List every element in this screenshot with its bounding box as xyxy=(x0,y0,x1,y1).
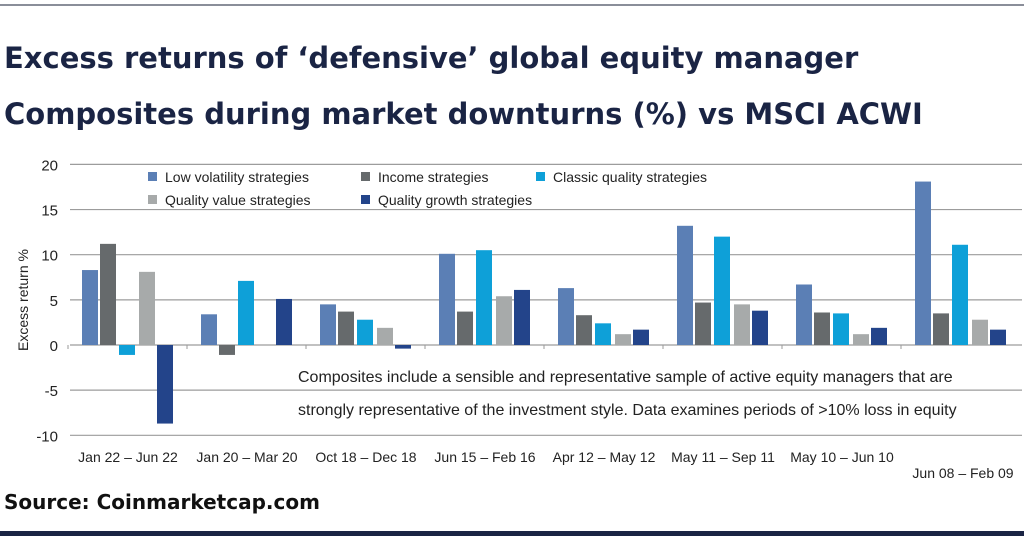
legend-label: Quality growth strategies xyxy=(378,192,532,208)
bar-1-5 xyxy=(695,302,711,345)
x-tick-label: Jan 22 – Jun 22 xyxy=(78,449,178,465)
legend-swatch xyxy=(148,172,157,181)
legend-label: Classic quality strategies xyxy=(553,169,707,185)
bar-4-5 xyxy=(752,310,768,345)
bar-3-2 xyxy=(377,327,393,345)
x-tick-label: Jun 08 – Feb 09 xyxy=(912,465,1013,481)
legend-swatch xyxy=(536,172,545,181)
x-tick-label: Jan 20 – Mar 20 xyxy=(196,449,297,465)
bar-4-1 xyxy=(276,298,292,345)
bar-3-6 xyxy=(853,334,869,345)
legend-swatch xyxy=(361,195,370,204)
bar-3-4 xyxy=(615,334,631,345)
bar-0-7 xyxy=(915,181,931,345)
bar-2-4 xyxy=(595,323,611,345)
x-tick-label: Jun 15 – Feb 16 xyxy=(434,449,535,465)
bar-1-3 xyxy=(457,311,473,345)
legend-label: Quality value strategies xyxy=(165,192,311,208)
y-axis-label: Excess return % xyxy=(15,249,31,351)
legend-label: Low volatility strategies xyxy=(165,169,309,185)
bar-4-6 xyxy=(871,327,887,345)
y-tick-label: 5 xyxy=(50,293,58,310)
source-note: Source: Coinmarketcap.com xyxy=(4,490,320,514)
top-rule xyxy=(0,4,1024,6)
bar-1-0 xyxy=(100,243,116,345)
bar-0-3 xyxy=(439,253,455,345)
bar-0-6 xyxy=(796,284,812,345)
legend-label: Income strategies xyxy=(378,169,489,185)
y-tick-label: -10 xyxy=(36,428,58,445)
bottom-rule xyxy=(0,531,1024,536)
bar-1-2 xyxy=(338,311,354,345)
bar-1-1 xyxy=(219,345,235,355)
chart-title-line-1: Excess returns of ‘defensive’ global equ… xyxy=(4,41,859,75)
bar-2-3 xyxy=(476,250,492,345)
bar-2-7 xyxy=(952,244,968,345)
bar-2-2 xyxy=(357,319,373,345)
x-tick-label: Apr 12 – May 12 xyxy=(553,449,656,465)
bar-2-0 xyxy=(119,345,135,355)
bar-4-7 xyxy=(990,329,1006,345)
x-tick-label: May 10 – Jun 10 xyxy=(790,449,894,465)
bar-3-7 xyxy=(972,319,988,345)
bar-2-6 xyxy=(833,313,849,345)
y-tick-label: 0 xyxy=(50,338,58,355)
bar-1-7 xyxy=(933,313,949,345)
chart-title-line-2: Composites during market downturns (%) v… xyxy=(4,97,923,131)
bar-0-2 xyxy=(320,304,336,345)
bar-2-5 xyxy=(714,236,730,345)
y-tick-label: 20 xyxy=(41,157,58,174)
legend-swatch xyxy=(361,172,370,181)
bar-3-3 xyxy=(496,296,512,345)
bar-4-4 xyxy=(633,329,649,345)
y-tick-label: 10 xyxy=(41,248,58,265)
bar-4-3 xyxy=(514,289,530,345)
legend-swatch xyxy=(148,195,157,204)
bar-0-4 xyxy=(558,288,574,345)
bar-0-0 xyxy=(82,270,98,345)
annotation-line-1: Composites include a sensible and repres… xyxy=(298,369,953,386)
bar-4-0 xyxy=(157,345,173,424)
bar-0-1 xyxy=(201,314,217,345)
bar-0-5 xyxy=(677,225,693,345)
bar-2-1 xyxy=(238,280,254,345)
y-tick-label: -5 xyxy=(45,383,58,400)
x-tick-label: May 11 – Sep 11 xyxy=(671,449,775,465)
bar-3-0 xyxy=(139,271,155,345)
bar-1-4 xyxy=(576,315,592,345)
annotation-line-2: strongly representative of the investmen… xyxy=(298,402,957,419)
bar-1-6 xyxy=(814,312,830,345)
y-tick-label: 15 xyxy=(41,203,58,220)
bar-3-5 xyxy=(734,304,750,345)
bar-4-2 xyxy=(395,345,411,349)
x-tick-label: Oct 18 – Dec 18 xyxy=(315,449,416,465)
